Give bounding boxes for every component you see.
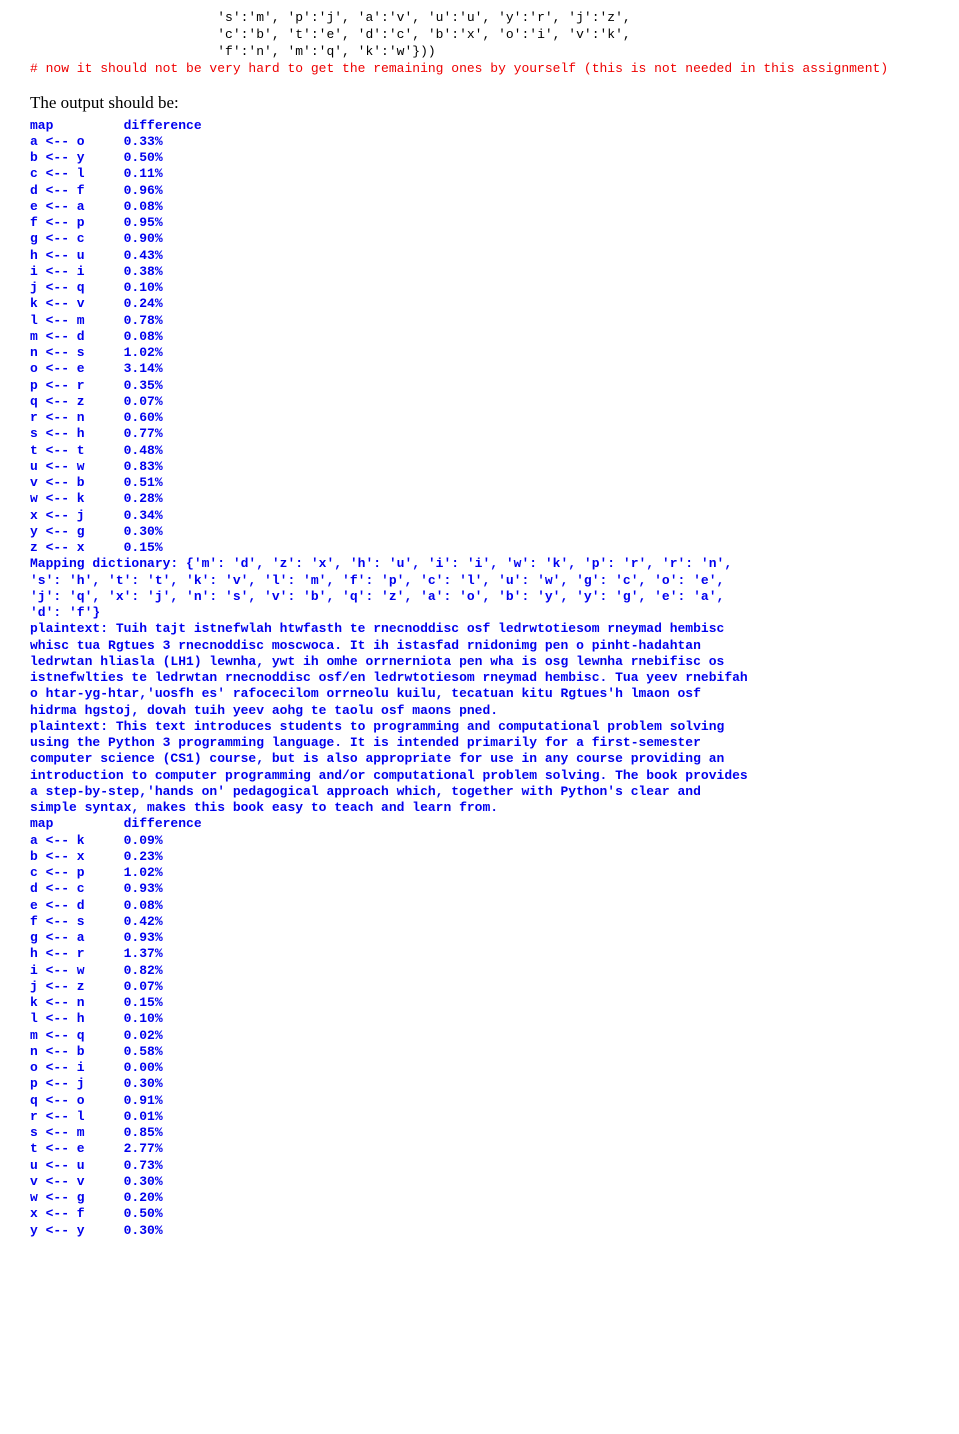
plaintext-clear: plaintext: This text introduces students… bbox=[30, 719, 929, 817]
code-line: 'c':'b', 't':'e', 'd':'c', 'b':'x', 'o':… bbox=[30, 27, 929, 44]
map-table-1: map difference a <-- o 0.33% b <-- y 0.5… bbox=[30, 118, 929, 557]
plaintext-cipher: plaintext: Tuih tajt istnefwlah htwfasth… bbox=[30, 621, 929, 719]
mapping-dictionary: Mapping dictionary: {'m': 'd', 'z': 'x',… bbox=[30, 556, 929, 621]
code-line: 's':'m', 'p':'j', 'a':'v', 'u':'u', 'y':… bbox=[30, 10, 929, 27]
code-line: # now it should not be very hard to get … bbox=[30, 61, 929, 78]
output-label: The output should be: bbox=[30, 92, 929, 114]
code-block: 's':'m', 'p':'j', 'a':'v', 'u':'u', 'y':… bbox=[30, 10, 929, 78]
code-line: 'f':'n', 'm':'q', 'k':'w'})) bbox=[30, 44, 929, 61]
map-table-2: map difference a <-- k 0.09% b <-- x 0.2… bbox=[30, 816, 929, 1239]
